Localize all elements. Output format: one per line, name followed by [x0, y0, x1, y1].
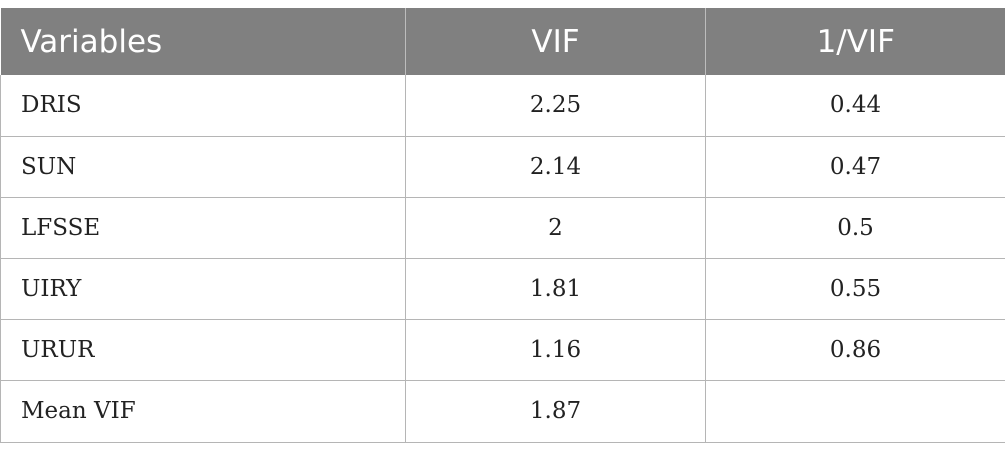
vif-table-container: Variables VIF 1/VIF DRIS 2.25 0.44 SUN 2… — [0, 8, 1005, 443]
cell-variable: DRIS — [0, 75, 406, 137]
table-row-mean: Mean VIF 1.87 — [0, 380, 1005, 443]
table-header: Variables VIF 1/VIF — [0, 8, 1005, 75]
cell-variable: UIRY — [0, 258, 406, 320]
cell-variable: URUR — [0, 319, 406, 381]
cell-vif: 2 — [405, 197, 706, 259]
cell-vif: 1.87 — [405, 380, 706, 443]
header-vif: VIF — [405, 8, 706, 75]
cell-variable: SUN — [0, 136, 406, 198]
cell-vif: 2.25 — [405, 75, 706, 137]
cell-inverse-vif — [705, 380, 1005, 443]
vif-table: Variables VIF 1/VIF DRIS 2.25 0.44 SUN 2… — [0, 8, 1005, 443]
cell-vif: 2.14 — [405, 136, 706, 198]
cell-variable: Mean VIF — [0, 380, 406, 443]
table-row: URUR 1.16 0.86 — [0, 319, 1005, 381]
header-row: Variables VIF 1/VIF — [0, 8, 1005, 75]
table-body: DRIS 2.25 0.44 SUN 2.14 0.47 LFSSE 2 0.5… — [0, 75, 1005, 443]
header-inverse-vif: 1/VIF — [705, 8, 1005, 75]
cell-vif: 1.81 — [405, 258, 706, 320]
cell-inverse-vif: 0.44 — [705, 75, 1005, 137]
cell-inverse-vif: 0.86 — [705, 319, 1005, 381]
header-variables: Variables — [0, 8, 406, 75]
cell-variable: LFSSE — [0, 197, 406, 259]
cell-inverse-vif: 0.47 — [705, 136, 1005, 198]
table-row: LFSSE 2 0.5 — [0, 197, 1005, 259]
table-row: SUN 2.14 0.47 — [0, 136, 1005, 198]
cell-inverse-vif: 0.5 — [705, 197, 1005, 259]
cell-vif: 1.16 — [405, 319, 706, 381]
table-row: UIRY 1.81 0.55 — [0, 258, 1005, 320]
cell-inverse-vif: 0.55 — [705, 258, 1005, 320]
table-row: DRIS 2.25 0.44 — [0, 75, 1005, 137]
